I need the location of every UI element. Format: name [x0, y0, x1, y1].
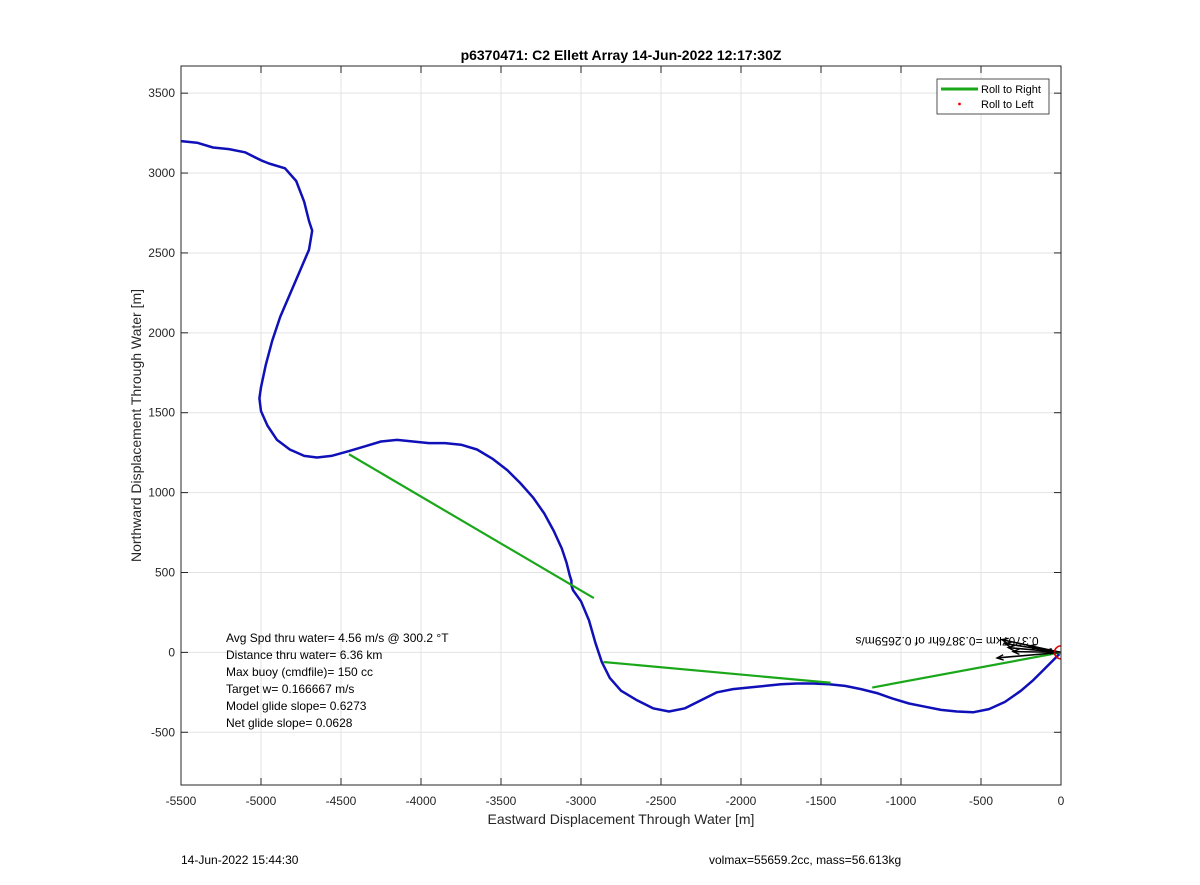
axis-ticks: -5500 -5000 -4500 -4000 -3500 -3000 -2500 -2000…: [148, 66, 1065, 808]
x-tick-label: -2500: [646, 794, 677, 808]
x-axis-label: Eastward Displacement Through Water [m]: [488, 811, 755, 827]
current-arrow-head: [1003, 641, 1012, 648]
x-tick-label: -2000: [726, 794, 757, 808]
glider-track-line: [181, 139, 1061, 714]
footer-vehicle-info: volmax=55659.2cc, mass=56.613kg: [709, 853, 902, 867]
legend-swatch-roll-left: [958, 102, 961, 106]
stats-line: Max buoy (cmdfile)= 150 cc: [226, 665, 373, 679]
x-tick-label: -3000: [566, 794, 597, 808]
footer-timestamp: 14-Jun-2022 15:44:30: [181, 853, 299, 867]
legend-label-roll-right: Roll to Right: [981, 84, 1041, 96]
current-arrow-head: [1011, 648, 1020, 656]
current-arrow-head: [995, 654, 1004, 661]
stats-line: Distance thru water= 6.36 km: [226, 648, 382, 662]
y-tick-label: -500: [151, 725, 175, 739]
roll-right-segment: [871, 651, 1061, 689]
y-axis-label: Northward Displacement Through Water [m]: [128, 289, 144, 562]
current-arrow-head: [1027, 643, 1036, 651]
stats-line: Model glide slope= 0.6273: [226, 699, 367, 713]
stats-line: Net glide slope= 0.0628: [226, 716, 353, 730]
legend-box: [936, 78, 1050, 115]
x-tick-label: 0: [1058, 794, 1065, 808]
current-arrow-head: [1006, 644, 1016, 652]
x-tick-label: -3500: [486, 794, 517, 808]
y-tick-label: 1500: [148, 406, 175, 420]
stats-annotation: Avg Spd thru water= 4.56 m/s @ 300.2 °T D…: [226, 631, 449, 730]
x-tick-label: -1000: [886, 794, 917, 808]
current-distance-annotation: 0.3707km =0.3876hr of 0.2659m/s: [855, 634, 1038, 648]
roll-right-segment: [348, 453, 595, 600]
x-tick-label: -5000: [246, 794, 277, 808]
chart-title: p6370471: C2 Ellett Array 14-Jun-2022 12…: [461, 47, 782, 63]
axes-box: [180, 65, 1062, 786]
stats-line: Target w= 0.166667 m/s: [226, 682, 354, 696]
grid-lines: [181, 66, 1061, 785]
roll-right-segment: [603, 660, 831, 684]
y-tick-label: 3000: [148, 166, 175, 180]
x-tick-label: -1500: [806, 794, 837, 808]
y-tick-label: 2000: [148, 326, 175, 340]
y-tick-label: 500: [155, 565, 175, 579]
x-tick-label: -500: [969, 794, 993, 808]
legend-label-roll-left: Roll to Left: [981, 99, 1034, 111]
y-tick-label: 3500: [148, 86, 175, 100]
x-tick-label: -4000: [406, 794, 437, 808]
y-tick-label: 2500: [148, 246, 175, 260]
legend: Roll to Right Roll to Left: [936, 78, 1050, 115]
current-arrow-head: [1000, 637, 1009, 645]
x-tick-label: -5500: [166, 794, 197, 808]
y-tick-label: 0: [168, 645, 175, 659]
current-arrow-head: [1043, 648, 1052, 655]
x-tick-label: -4500: [326, 794, 357, 808]
y-tick-label: 1000: [148, 486, 175, 500]
stats-line: Avg Spd thru water= 4.56 m/s @ 300.2 °T: [226, 631, 449, 645]
